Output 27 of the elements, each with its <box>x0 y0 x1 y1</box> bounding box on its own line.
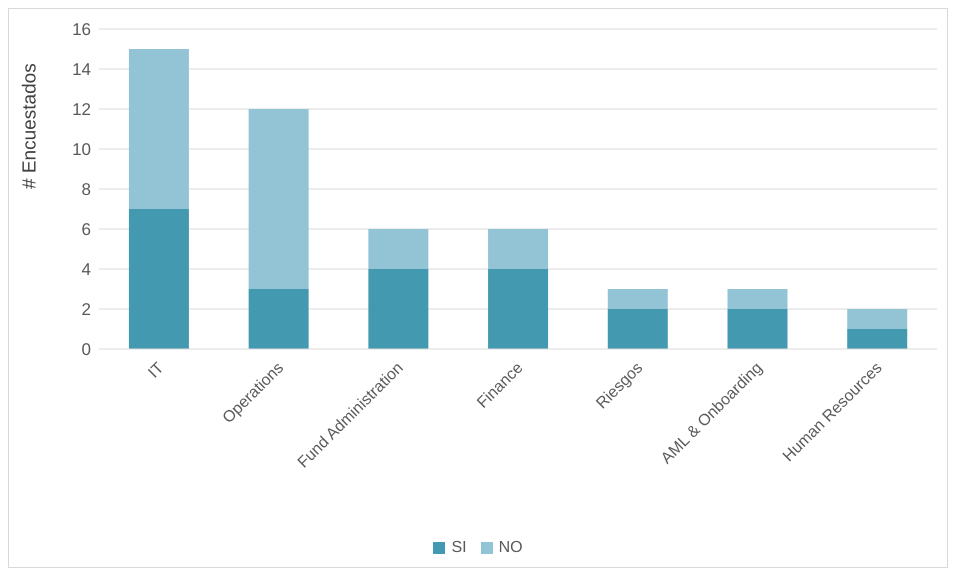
y-tick-label: 10 <box>72 140 91 160</box>
bar <box>128 209 189 349</box>
bar <box>847 309 908 329</box>
y-tick-label: 0 <box>82 340 91 360</box>
bar <box>728 289 788 309</box>
bar <box>847 329 908 349</box>
bar <box>248 289 309 349</box>
y-tick-label: 16 <box>72 20 91 40</box>
legend-label: NO <box>498 539 523 557</box>
bar <box>608 289 668 309</box>
y-tick-label: 14 <box>72 60 91 80</box>
legend-label: SI <box>451 539 467 557</box>
y-axis-title: # Encuestados <box>20 63 41 189</box>
bar <box>248 109 309 289</box>
bar <box>728 309 788 349</box>
bar <box>368 229 428 269</box>
y-tick-label: 4 <box>82 260 91 280</box>
bar <box>488 269 548 349</box>
x-tick-label: IT <box>145 359 168 382</box>
y-tick-label: 6 <box>82 220 91 240</box>
y-tick-label: 2 <box>82 300 91 320</box>
bar <box>488 229 548 269</box>
bar <box>128 49 189 209</box>
bar <box>608 309 668 349</box>
y-tick-label: 12 <box>72 100 91 120</box>
bar <box>368 269 428 349</box>
y-tick-label: 8 <box>82 180 91 200</box>
